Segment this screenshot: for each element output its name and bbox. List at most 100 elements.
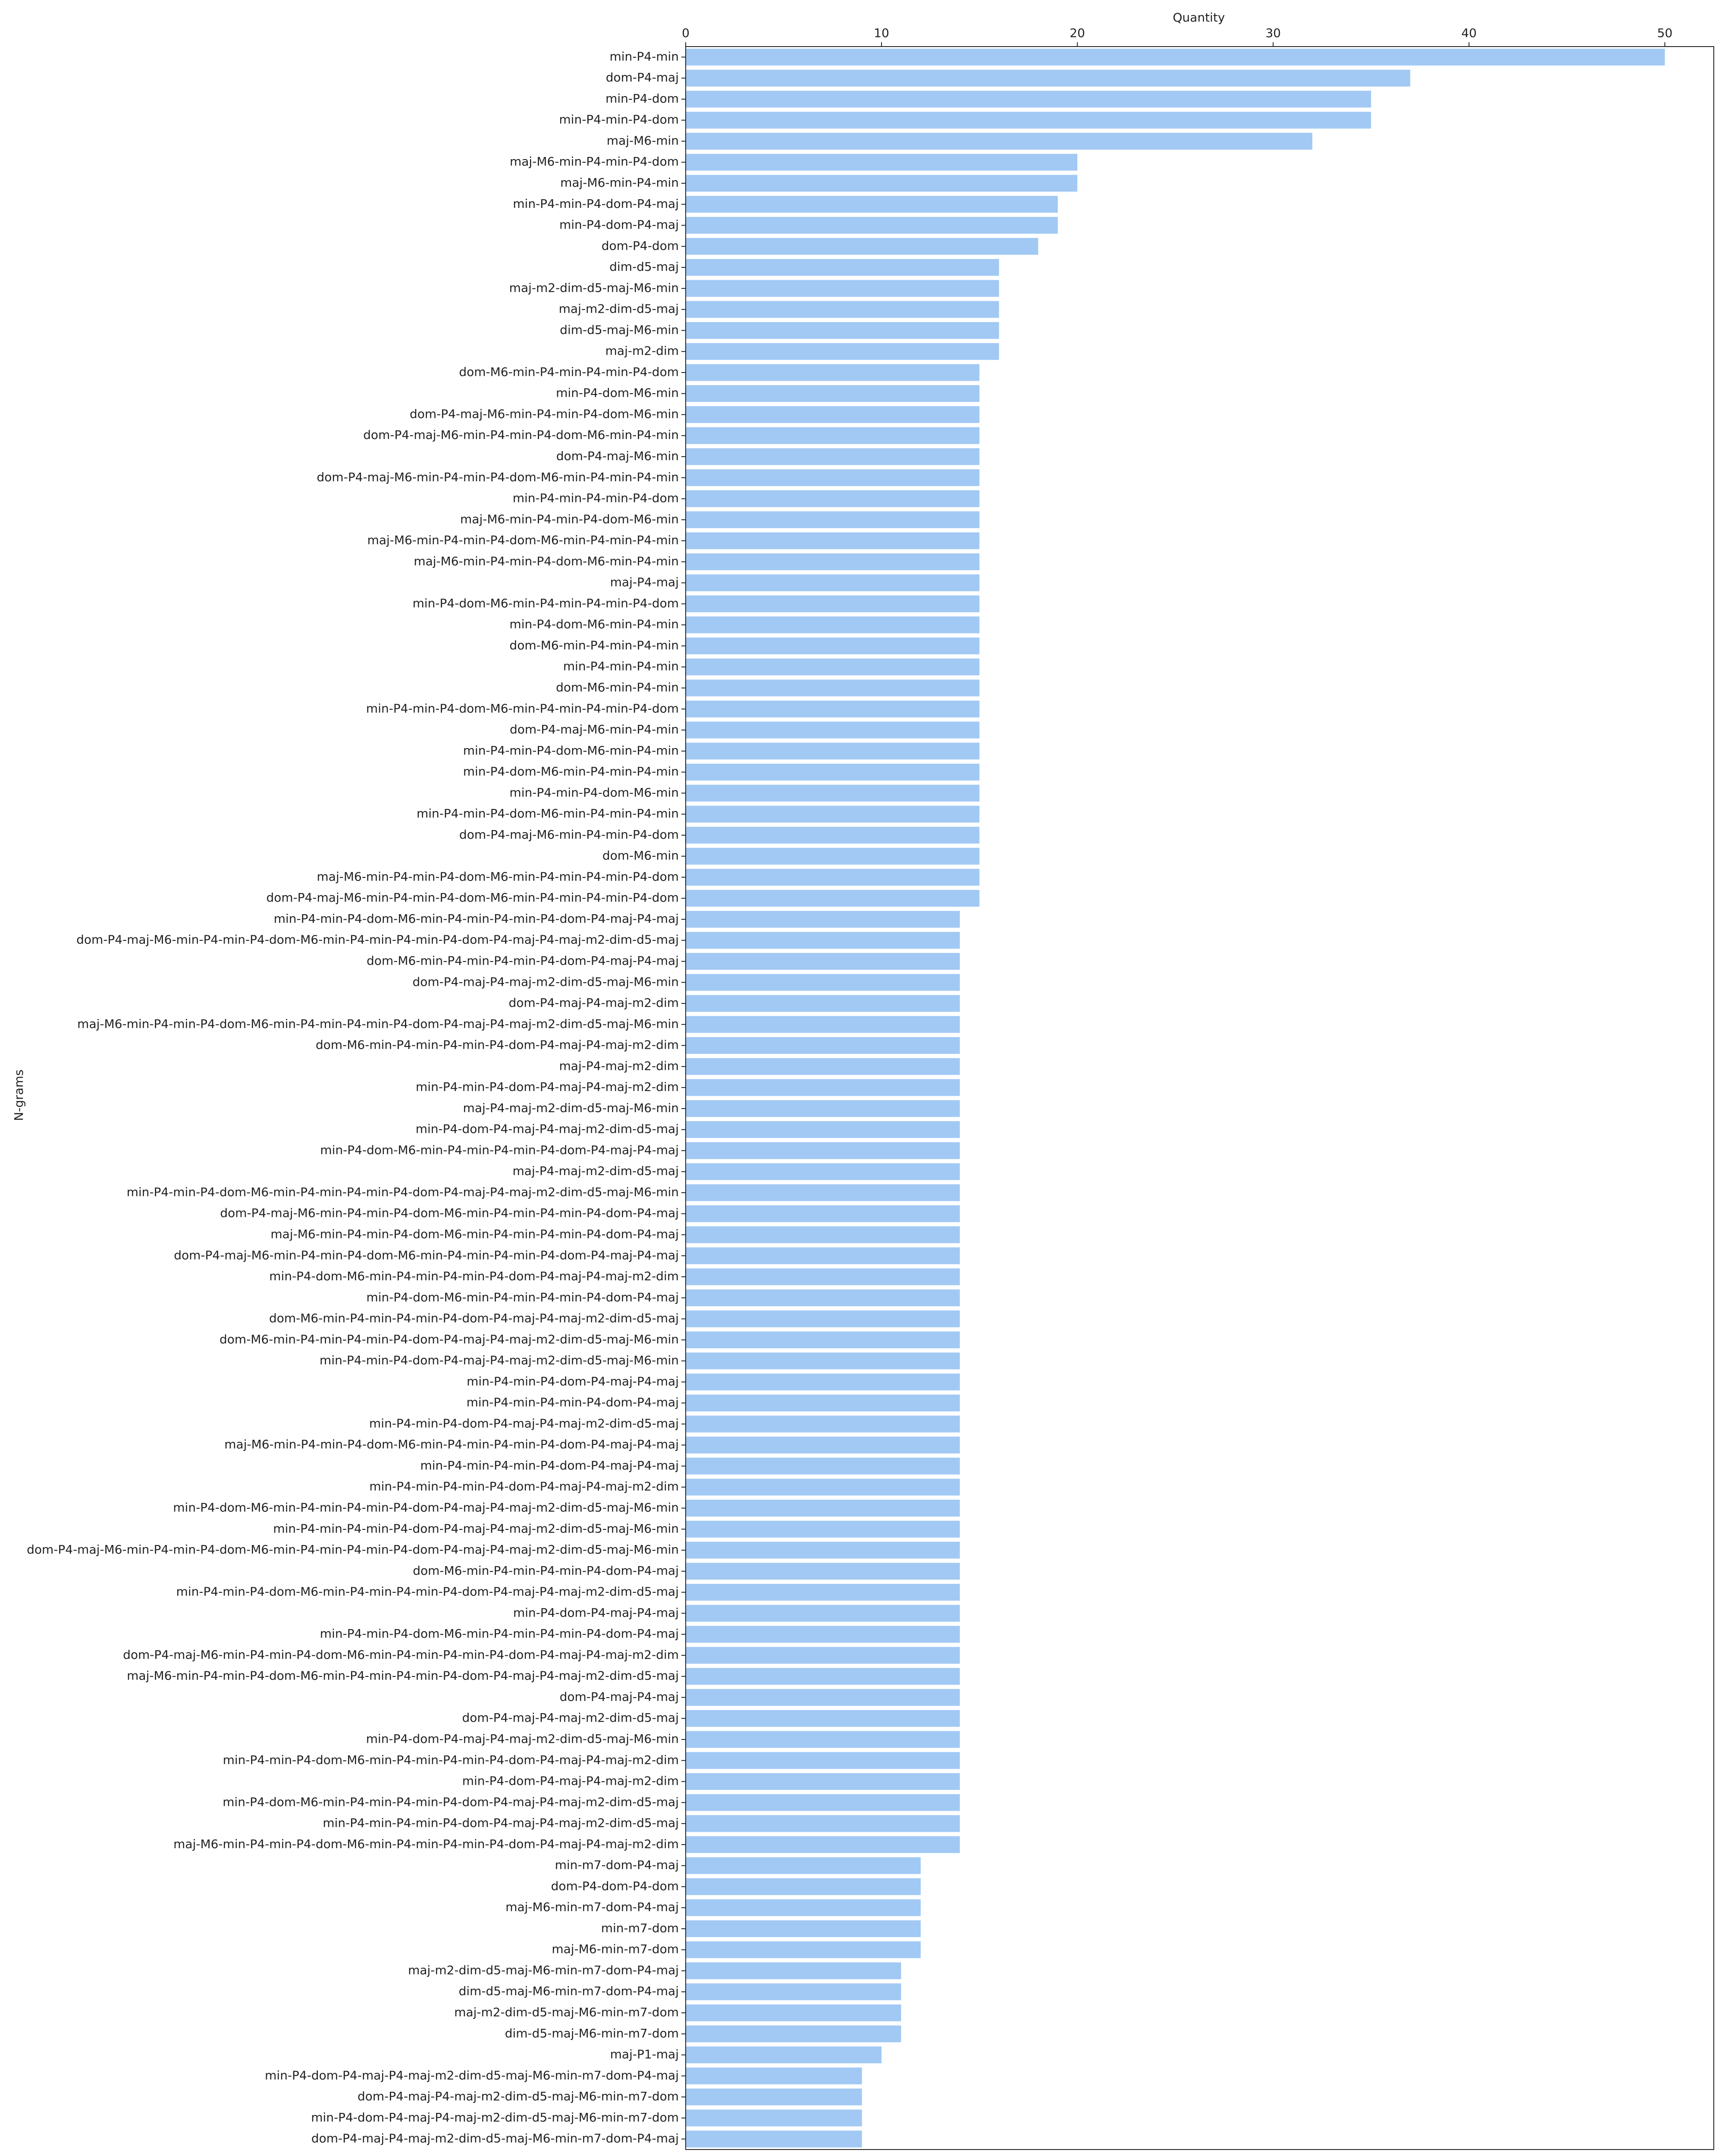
bar [686,890,980,907]
y-tick-label: dom-P4-maj-P4-maj-m2-dim-d5-maj [462,1711,679,1725]
bar [686,280,999,297]
x-tick-label: 40 [1462,26,1477,40]
y-tick-label: maj-M6-min-P4-min-P4-dom-M6-min-P4-min-P… [317,869,679,884]
bar [686,469,980,486]
x-axis-label: Quantity [1173,10,1225,25]
bar [686,658,980,676]
y-tick-label: dom-P4-maj-M6-min-P4-min-P4-dom-M6-min-P… [123,1648,679,1662]
bar [686,953,960,970]
bar [686,343,999,360]
y-tick-label: dim-d5-maj-M6-min [560,323,679,337]
bar [686,511,980,528]
y-tick-label: min-P4-min-P4-dom-M6-min-P4-min-P4-min-P… [366,701,679,715]
y-tick-label: maj-M6-min-P4-min-P4-dom-M6-min-P4-min-P… [77,1017,679,1031]
bar [686,743,980,760]
bar [686,2067,862,2084]
bar [686,1563,960,1580]
y-tick-label: dom-M6-min-P4-min-P4-min-P4-dom-P4-maj-P… [220,1332,679,1346]
bar [686,217,1058,234]
y-tick-label: min-P4-min-P4-min-P4-dom-P4-maj-P4-maj-m… [323,1816,679,1830]
y-tick-label: maj-M6-min-P4-min-P4-dom-M6-min-P4-min-P… [367,533,679,547]
y-tick-label: maj-m2-dim-d5-maj-M6-min [509,281,679,295]
y-tick-label: dom-P4-maj-P4-maj [560,1689,679,1704]
x-tick-label: 20 [1070,26,1085,40]
bar [686,637,980,655]
bar [686,1584,960,1601]
bar [686,1289,960,1307]
bar [686,1436,960,1454]
y-tick-label: min-P4-dom-P4-maj-P4-maj-m2-dim-d5-maj-M… [265,2068,679,2082]
y-tick-label: dim-d5-maj-M6-min-m7-dom-P4-maj [459,1984,679,1998]
y-tick-label: dom-P4-maj-P4-maj-m2-dim-d5-maj-M6-min [412,975,679,989]
y-tick-label: maj-M6-min-P4-min-P4-dom-M6-min-P4-min-P… [270,1227,679,1241]
bar [686,553,980,570]
bar [686,1310,960,1328]
y-tick-label: dom-P4-maj-P4-maj-m2-dim-d5-maj-M6-min-m… [358,2089,679,2103]
y-tick-label: dom-P4-maj-M6-min-P4-min-P4-dom-M6-min-P… [317,470,679,484]
y-tick-label: min-P4-dom-M6-min-P4-min-P4-min-P4-dom-P… [367,1290,679,1304]
y-tick-label: min-P4-min-P4-dom-P4-maj-P4-maj-m2-dim [416,1080,679,1094]
y-tick-label: dom-M6-min [602,849,679,863]
y-tick-label: maj-m2-dim [605,344,679,358]
bar [686,1415,960,1432]
y-tick-label: min-P4-dom-P4-maj [559,218,679,232]
bar [686,532,980,549]
bar [686,1184,960,1201]
y-tick-label: dom-P4-maj-M6-min-P4-min-P4-dom-M6-min-P… [266,890,679,905]
y-tick-label: dom-M6-min-P4-min-P4-min-P4-dom-P4-maj-P… [316,1038,679,1052]
y-tick-label: min-P4-min-P4-dom-M6-min-P4-min-P4-min-P… [176,1585,679,1599]
bar [686,1626,960,1643]
y-tick-label: min-P4-min-P4-min [563,659,679,674]
bar [686,364,980,381]
y-tick-label: maj-M6-min-m7-dom-P4-maj [505,1900,679,1914]
y-tick-label: maj-m2-dim-d5-maj-M6-min-m7-dom [454,2005,679,2019]
y-tick-label: dom-P4-maj-M6-min-P4-min-P4-dom-M6-min-P… [220,1206,679,1220]
y-tick-label: maj-P4-maj-m2-dim-d5-maj-M6-min [463,1101,679,1115]
bar [686,2131,862,2148]
y-tick-label: dom-M6-min-P4-min-P4-min-P4-dom [459,365,679,379]
bar [686,1163,960,1180]
y-tick-label: dom-P4-maj-P4-maj-m2-dim-d5-maj-M6-min-m… [311,2131,679,2146]
x-tick-label: 30 [1265,26,1281,40]
y-tick-label: min-m7-dom [601,1921,679,1935]
y-axis-label: N-grams [12,1069,26,1121]
bar [686,827,980,844]
bar [686,1395,960,1412]
y-tick-label: min-P4-min-P4-min-P4-dom-P4-maj [467,1395,679,1410]
bar [686,2109,862,2127]
bar [686,259,999,276]
bar [686,1121,960,1138]
bar [686,1899,921,1916]
bar [686,1920,921,1937]
y-tick-label: maj-m2-dim-d5-maj [559,302,679,316]
bar [686,91,1371,108]
y-tick-label: min-P4-dom-P4-maj-P4-maj-m2-dim-d5-maj-M… [311,2110,679,2125]
y-tick-label: min-P4-dom-M6-min [556,386,679,400]
bar [686,974,960,991]
y-tick-label: min-P4-min-P4-min-P4-dom-P4-maj-P4-maj-m… [369,1479,679,1494]
bar [686,1016,960,1033]
bar [686,301,999,318]
bar [686,2046,882,2064]
bar [686,616,980,633]
bar [686,1647,960,1664]
bar [686,721,980,739]
bar [686,1710,960,1727]
y-tick-label: min-P4-dom-M6-min-P4-min-P4-min-P4-dom-P… [173,1501,679,1515]
bar [686,595,980,612]
y-tick-label: maj-M6-min-P4-min-P4-dom-M6-min [460,512,679,526]
bar [686,1457,960,1475]
bar [686,1058,960,1075]
y-tick-label: maj-M6-min [607,133,679,147]
y-tick-label: dom-P4-maj-M6-min-P4-min-P4-dom-M6-min-P… [174,1248,679,1262]
bar [686,448,980,465]
bar [686,932,960,949]
bar [686,69,1411,87]
y-tick-label: maj-P4-maj-m2-dim [559,1059,679,1073]
bar [686,1962,901,1979]
bar [686,1836,960,1853]
bar [686,490,980,508]
y-tick-label: maj-M6-min-P4-min [560,175,679,190]
y-tick-label: maj-M6-min-P4-min-P4-dom-M6-min-P4-min [414,554,679,568]
